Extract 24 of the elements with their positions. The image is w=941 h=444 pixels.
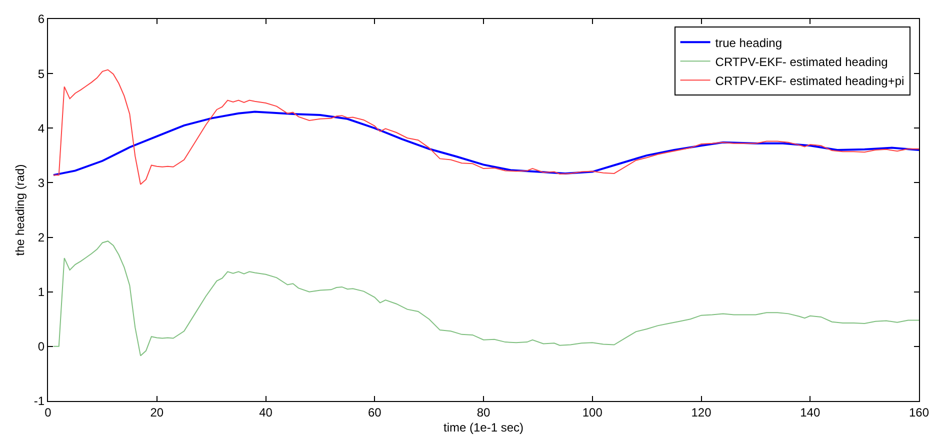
- line-series: [52, 110, 919, 176]
- line-series: [52, 240, 919, 356]
- y-tick-label: 1: [38, 285, 45, 300]
- x-tick-label: 100: [582, 405, 603, 420]
- x-tick-label: 40: [259, 405, 273, 420]
- x-axis-title: time (1e-1 sec): [443, 420, 524, 434]
- y-tick-label: 4: [38, 121, 45, 136]
- x-tick-label: 60: [368, 405, 382, 420]
- y-tick-label: 6: [38, 12, 45, 26]
- line-series: [52, 69, 919, 185]
- x-tick-label: 120: [691, 405, 712, 420]
- x-tick-label: 20: [150, 405, 164, 420]
- x-tick-label: 80: [476, 405, 490, 420]
- y-tick-label: -1: [34, 394, 45, 408]
- legend-label: true heading: [715, 36, 782, 50]
- y-tick-label: 3: [38, 176, 45, 190]
- y-tick-label: 0: [38, 340, 45, 354]
- y-tick-label: 5: [38, 66, 45, 81]
- legend-label: CRTPV-EKF- estimated heading: [715, 54, 888, 69]
- x-tick-label: 140: [800, 405, 820, 420]
- y-axis-title: the heading (rad): [13, 164, 28, 256]
- y-tick-label: 2: [38, 230, 45, 244]
- x-tick-label: 160: [908, 405, 930, 420]
- legend-label: CRTPV-EKF- estimated heading+pi: [715, 74, 904, 88]
